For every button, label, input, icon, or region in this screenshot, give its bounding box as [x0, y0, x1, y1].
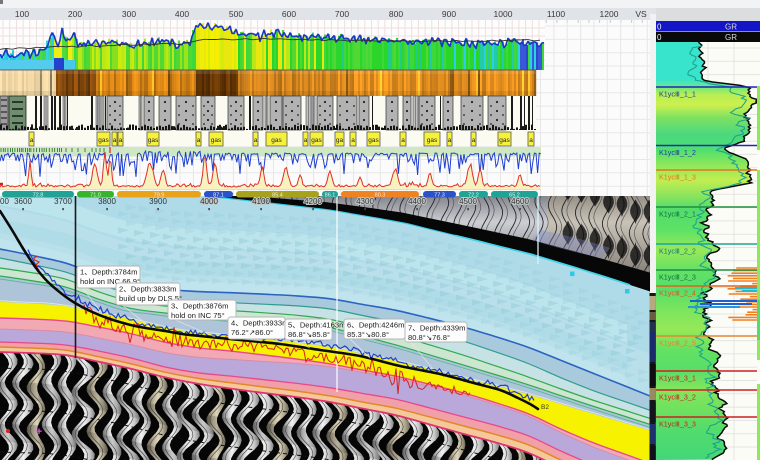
svg-text:72.2: 72.2: [468, 192, 479, 198]
svg-text:build up by DLS 5°: build up by DLS 5°: [119, 294, 182, 303]
svg-text:a: a: [401, 137, 405, 144]
svg-text:gas: gas: [148, 137, 159, 144]
svg-text:800: 800: [389, 9, 403, 19]
svg-text:200: 200: [68, 9, 82, 19]
svg-text:gas: gas: [211, 137, 222, 144]
svg-text:4、Depth:3933m: 4、Depth:3933m: [231, 319, 288, 328]
svg-text:hold on INC 75°: hold on INC 75°: [171, 311, 225, 320]
svg-text:79.9: 79.9: [154, 192, 165, 198]
svg-text:4600: 4600: [511, 197, 529, 206]
svg-text:0: 0: [657, 33, 662, 42]
svg-text:00: 00: [0, 197, 9, 206]
svg-text:gas: gas: [311, 137, 322, 144]
svg-text:1、Depth:3784m: 1、Depth:3784m: [80, 268, 137, 277]
svg-text:K1ycⅢ_3_2: K1ycⅢ_3_2: [659, 393, 696, 402]
svg-text:2、Depth:3833m: 2、Depth:3833m: [119, 285, 176, 294]
svg-text:3900: 3900: [149, 197, 167, 206]
svg-text:500: 500: [229, 9, 243, 19]
svg-text:4100: 4100: [252, 197, 270, 206]
svg-text:1000: 1000: [494, 9, 513, 19]
svg-text:K1ycⅢ_1_3: K1ycⅢ_1_3: [659, 173, 696, 182]
svg-text:GR: GR: [725, 33, 737, 42]
svg-text:5、Depth:4163m: 5、Depth:4163m: [288, 321, 345, 330]
svg-text:86.1: 86.1: [325, 192, 336, 198]
svg-text:87.1: 87.1: [213, 192, 224, 198]
svg-text:K1ycⅢ_2_3: K1ycⅢ_2_3: [659, 273, 696, 282]
svg-text:86.8°↘85.8°: 86.8°↘85.8°: [288, 330, 330, 339]
svg-text:K1ycⅢ_3_1: K1ycⅢ_3_1: [659, 374, 696, 383]
svg-text:a: a: [113, 137, 117, 144]
svg-text:ga: ga: [336, 137, 344, 144]
svg-text:a: a: [351, 137, 355, 144]
svg-text:gas: gas: [427, 137, 438, 144]
svg-text:65.2: 65.2: [509, 192, 520, 198]
svg-text:a: a: [304, 137, 308, 144]
svg-text:VS: VS: [635, 9, 647, 19]
svg-text:77.3: 77.3: [434, 192, 445, 198]
svg-text:K1ycⅢ_3_3: K1ycⅢ_3_3: [659, 420, 696, 429]
svg-text:a: a: [254, 137, 258, 144]
svg-text:4400: 4400: [408, 197, 426, 206]
svg-text:K1ycⅢ_2_2: K1ycⅢ_2_2: [659, 247, 696, 256]
svg-text:K1ycⅢ_2_1: K1ycⅢ_2_1: [659, 210, 696, 219]
svg-text:3600: 3600: [14, 197, 32, 206]
svg-text:4200: 4200: [304, 197, 322, 206]
svg-text:a: a: [197, 137, 201, 144]
svg-text:400: 400: [175, 9, 189, 19]
svg-text:900: 900: [442, 9, 456, 19]
svg-text:GR: GR: [725, 23, 737, 32]
svg-text:85.4: 85.4: [272, 192, 283, 198]
svg-text:a: a: [529, 137, 533, 144]
svg-text:72.8: 72.8: [33, 192, 44, 198]
svg-text:3800: 3800: [98, 197, 116, 206]
svg-text:300: 300: [122, 9, 136, 19]
svg-text:hold on INC 66.9°: hold on INC 66.9°: [80, 277, 140, 286]
svg-text:6、Depth:4246m: 6、Depth:4246m: [347, 321, 404, 330]
svg-text:600: 600: [282, 9, 296, 19]
svg-text:a: a: [30, 137, 34, 144]
svg-text:4500: 4500: [459, 197, 477, 206]
svg-text:gas: gas: [499, 137, 510, 144]
svg-text:K1ycⅢ_1_2: K1ycⅢ_1_2: [659, 148, 696, 157]
svg-text:4300: 4300: [356, 197, 374, 206]
svg-text:a: a: [472, 137, 476, 144]
svg-text:3、Depth:3876m: 3、Depth:3876m: [171, 302, 228, 311]
svg-text:7、Depth:4339m: 7、Depth:4339m: [408, 324, 465, 333]
svg-text:0: 0: [657, 23, 662, 32]
svg-text:71.0: 71.0: [90, 192, 101, 198]
svg-text:80.8°↘76.8°: 80.8°↘76.8°: [408, 333, 450, 342]
svg-text:B2: B2: [541, 404, 549, 411]
svg-text:gas: gas: [98, 137, 109, 144]
svg-text:1100: 1100: [547, 9, 566, 19]
svg-text:gas: gas: [271, 137, 282, 144]
svg-text:a: a: [119, 137, 123, 144]
svg-text:K1ycⅢ_1_1: K1ycⅢ_1_1: [659, 90, 696, 99]
svg-text:gas: gas: [368, 137, 379, 144]
svg-text:76.2°↗86.0°: 76.2°↗86.0°: [231, 328, 273, 337]
svg-text:80.3: 80.3: [375, 192, 386, 198]
svg-text:85.3°↘80.8°: 85.3°↘80.8°: [347, 330, 389, 339]
svg-text:700: 700: [335, 9, 349, 19]
svg-text:1200: 1200: [600, 9, 619, 19]
svg-text:K1ycⅢ_2_5: K1ycⅢ_2_5: [659, 339, 696, 348]
svg-text:100: 100: [15, 9, 29, 19]
svg-text:a: a: [448, 137, 452, 144]
svg-text:4000: 4000: [200, 197, 218, 206]
svg-text:K1ycⅢ_2_4: K1ycⅢ_2_4: [659, 289, 696, 298]
svg-text:3700: 3700: [54, 197, 72, 206]
